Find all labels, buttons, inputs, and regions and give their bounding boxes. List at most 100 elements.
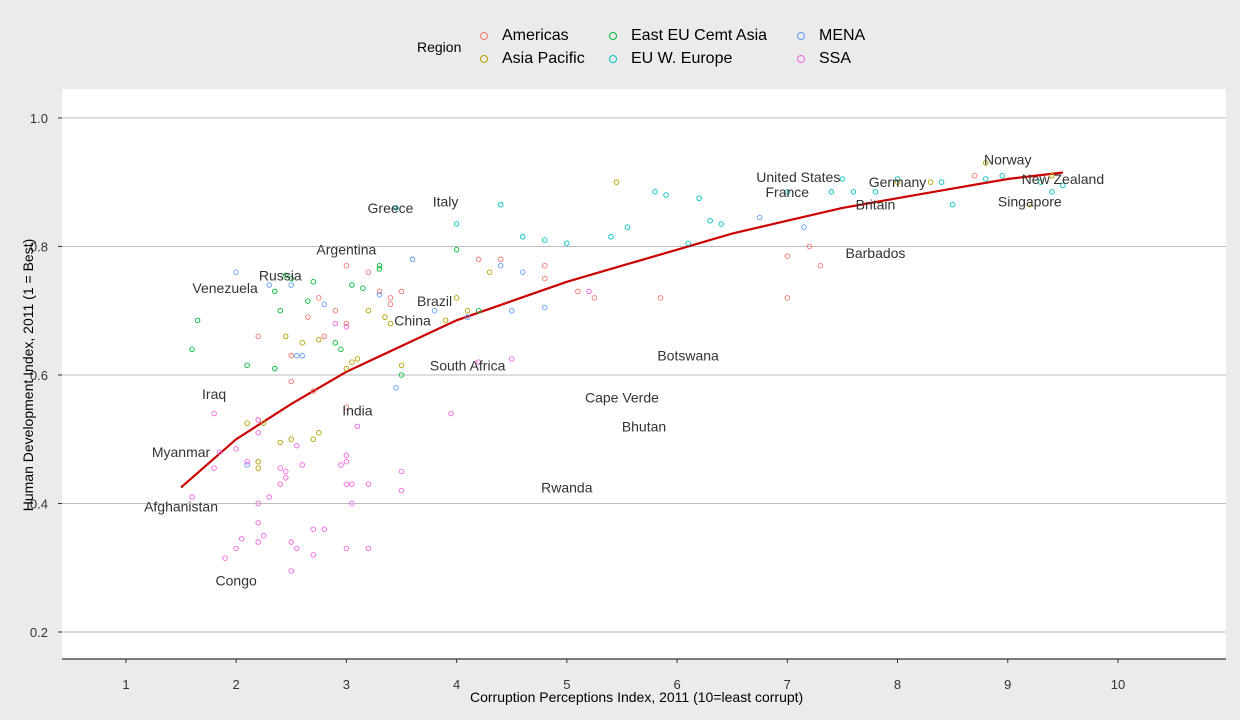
point-eu-w-europe (1049, 189, 1055, 195)
point-eu-w-europe (894, 176, 901, 182)
point-ssa (586, 288, 592, 295)
legend: Region Americas Asia Pacific East EU Cem… (0, 0, 1240, 80)
annotation-germany: Germany (869, 174, 927, 190)
point-mena (299, 352, 306, 359)
point-asia-pacific (442, 317, 449, 324)
point-asia-pacific (382, 314, 388, 320)
point-ssa (508, 356, 515, 362)
point-ssa (222, 555, 228, 561)
point-ssa (189, 494, 195, 500)
legend-label-east-eu: East EU Cemt Asia (631, 27, 768, 44)
y-tick-label: 1.0 (30, 111, 48, 126)
point-asia-pacific (486, 269, 493, 275)
legend-label-mena: MENA (819, 27, 866, 44)
point-ssa (233, 446, 239, 452)
point-eu-w-europe (872, 189, 879, 195)
point-eu-w-europe (1060, 182, 1066, 189)
x-tick-label: 4 (453, 677, 460, 692)
point-americas (288, 352, 295, 359)
point-americas (817, 262, 824, 269)
point-asia-pacific (288, 436, 295, 442)
point-east-eu-cemt-asia (349, 282, 355, 288)
x-tick-label: 9 (1004, 677, 1011, 692)
x-tick-label: 1 (122, 677, 129, 692)
legend-key-east-eu (609, 32, 617, 40)
point-ssa (238, 536, 245, 542)
data-points (189, 160, 1066, 574)
point-east-eu-cemt-asia (189, 346, 195, 353)
annotation-barbados: Barbados (846, 245, 906, 261)
point-east-eu-cemt-asia (283, 272, 289, 279)
point-americas (971, 173, 978, 179)
point-ssa (233, 545, 239, 552)
annotation-venezuela: Venezuela (192, 280, 258, 296)
point-americas (343, 404, 350, 410)
annotation-iraq: Iraq (202, 386, 226, 402)
point-americas (310, 388, 317, 394)
point-mena (542, 304, 548, 311)
point-eu-w-europe (564, 240, 570, 246)
x-tick-label: 2 (233, 677, 240, 692)
point-americas (321, 333, 328, 340)
point-mena (801, 224, 807, 230)
annotation-france: France (766, 184, 810, 200)
point-ssa (216, 449, 223, 455)
plot-panel (62, 89, 1226, 659)
y-tick-label: 0.4 (30, 496, 48, 511)
point-asia-pacific (1049, 173, 1055, 179)
point-asia-pacific (299, 340, 306, 346)
point-americas (542, 262, 548, 269)
point-ssa (321, 526, 328, 532)
point-americas (387, 295, 394, 301)
point-asia-pacific (316, 430, 322, 436)
point-asia-pacific (365, 307, 372, 314)
x-axis-title: Corruption Perceptions Index, 2011 (10=l… (470, 689, 804, 705)
point-asia-pacific (310, 436, 317, 442)
point-ssa (343, 545, 350, 552)
point-americas (475, 256, 482, 263)
point-east-eu-cemt-asia (398, 372, 405, 378)
point-ssa (255, 520, 261, 526)
legend-key-ssa (797, 55, 805, 63)
annotation-russia: Russia (259, 267, 302, 283)
point-ssa (277, 465, 284, 471)
point-eu-w-europe (453, 221, 460, 227)
legend-key-asia-pacific (480, 55, 488, 63)
point-ssa (255, 417, 261, 423)
x-tick-label: 10 (1111, 677, 1125, 692)
trend-line-group (180, 171, 1064, 489)
point-asia-pacific (387, 320, 394, 327)
point-east-eu-cemt-asia (310, 279, 317, 285)
legend-label-ssa: SSA (819, 50, 852, 67)
point-eu-w-europe (982, 176, 989, 182)
point-ssa (288, 568, 295, 574)
point-asia-pacific (1027, 201, 1033, 208)
annotation-argentina: Argentina (316, 242, 376, 258)
point-americas (332, 307, 339, 314)
point-ssa (365, 481, 372, 487)
x-tick-label: 8 (894, 677, 901, 692)
point-americas (575, 288, 581, 295)
point-asia-pacific (277, 439, 284, 446)
point-east-eu-cemt-asia (271, 365, 278, 372)
legend-label-eu-w-europe: EU W. Europe (631, 50, 733, 67)
point-eu-w-europe (497, 201, 504, 208)
annotation-afghanistan: Afghanistan (144, 499, 218, 515)
point-eu-w-europe (696, 195, 702, 201)
annotation-congo: Congo (216, 573, 257, 589)
point-ssa (398, 468, 405, 475)
point-americas (591, 295, 598, 301)
point-ssa (255, 430, 261, 436)
point-americas (376, 288, 383, 295)
annotation-norway: Norway (984, 152, 1031, 168)
point-ssa (244, 458, 250, 465)
point-ssa (299, 462, 306, 468)
point-eu-w-europe (707, 217, 713, 224)
point-ssa (294, 442, 300, 449)
point-asia-pacific (927, 179, 934, 185)
point-eu-w-europe (520, 234, 526, 240)
point-ssa (277, 481, 284, 487)
point-ssa (354, 423, 361, 430)
y-axis-title: Human Development Index, 2011 (1 = Best) (20, 238, 36, 512)
point-asia-pacific (398, 362, 405, 369)
